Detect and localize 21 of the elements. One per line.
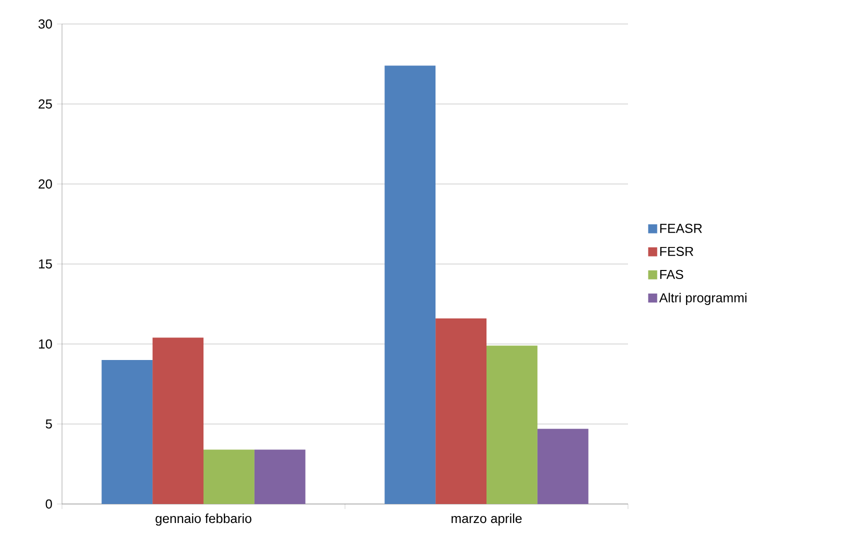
x-tick-label: gennaio febbario xyxy=(156,514,252,526)
y-tick-label: 25 xyxy=(38,99,52,109)
bar xyxy=(204,450,254,504)
y-tick-label: 0 xyxy=(46,499,52,509)
y-tick-label: 5 xyxy=(46,419,52,429)
y-tick-label: 30 xyxy=(38,19,52,29)
legend-label: FAS xyxy=(660,270,684,280)
bar xyxy=(384,66,436,504)
bar xyxy=(537,428,588,504)
bar xyxy=(486,346,538,504)
bar xyxy=(102,360,153,504)
bar xyxy=(436,318,487,504)
bar xyxy=(152,338,204,504)
y-tick-label: 15 xyxy=(39,259,52,269)
legend-label: FESR xyxy=(660,246,694,256)
x-tick-label: marzo aprile xyxy=(452,514,522,526)
legend-label: FEASR xyxy=(660,224,702,233)
y-tick-label: 20 xyxy=(38,179,52,189)
y-tick-label: 10 xyxy=(39,339,52,349)
bar xyxy=(254,450,306,504)
legend-label: Altri programmi xyxy=(659,292,746,305)
